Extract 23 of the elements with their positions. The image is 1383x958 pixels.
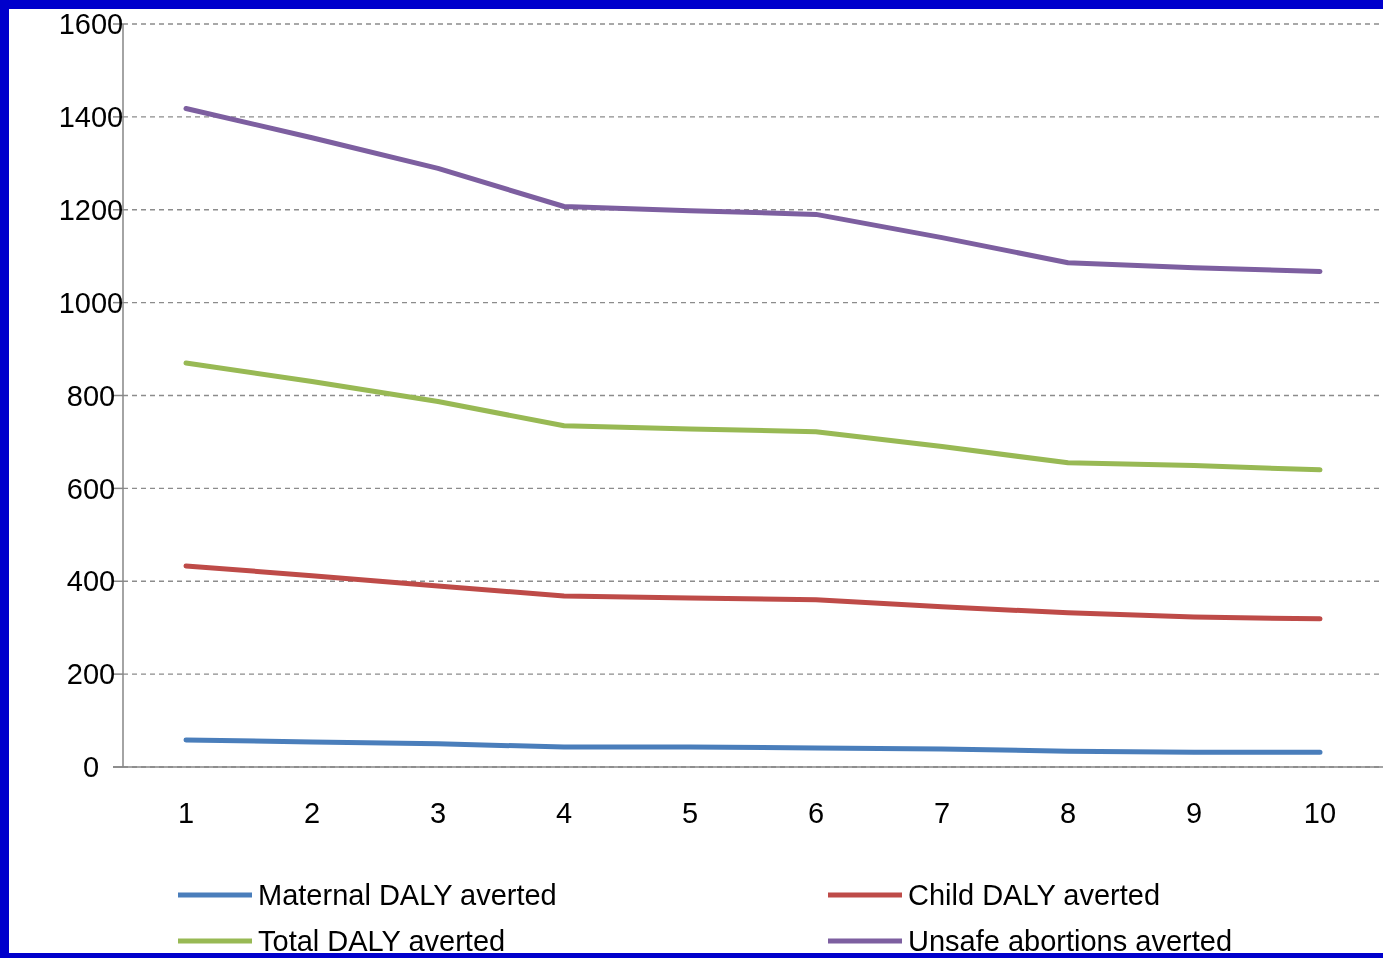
x-tick-label: 8 (1059, 797, 1077, 829)
y-tick-label: 1200 (58, 193, 124, 226)
legend-label: Total DALY averted (258, 925, 506, 958)
x-tick-label: 5 (681, 797, 699, 829)
y-tick-label: 1000 (58, 286, 124, 319)
x-tick-label: 6 (807, 797, 825, 829)
x-tick-label: 10 (1303, 797, 1337, 829)
y-tick-label: 200 (66, 658, 116, 691)
x-tick-label: 9 (1185, 797, 1203, 829)
y-tick-label: 1400 (58, 101, 124, 134)
x-tick-label: 3 (429, 797, 447, 829)
y-tick-label: 800 (66, 379, 116, 412)
y-tick-label: 1600 (58, 8, 124, 41)
x-tick-label: 2 (303, 797, 321, 829)
y-tick-label: 600 (66, 472, 116, 505)
y-tick-label: 0 (82, 751, 100, 784)
x-tick-label: 7 (933, 797, 951, 829)
legend-label: Child DALY averted (908, 879, 1161, 912)
legend-label: Maternal DALY averted (258, 879, 557, 912)
legend-label: Unsafe abortions averted (908, 925, 1233, 958)
x-tick-label: 4 (555, 797, 573, 829)
x-tick-label: 1 (177, 797, 195, 829)
y-tick-label: 400 (66, 565, 116, 598)
